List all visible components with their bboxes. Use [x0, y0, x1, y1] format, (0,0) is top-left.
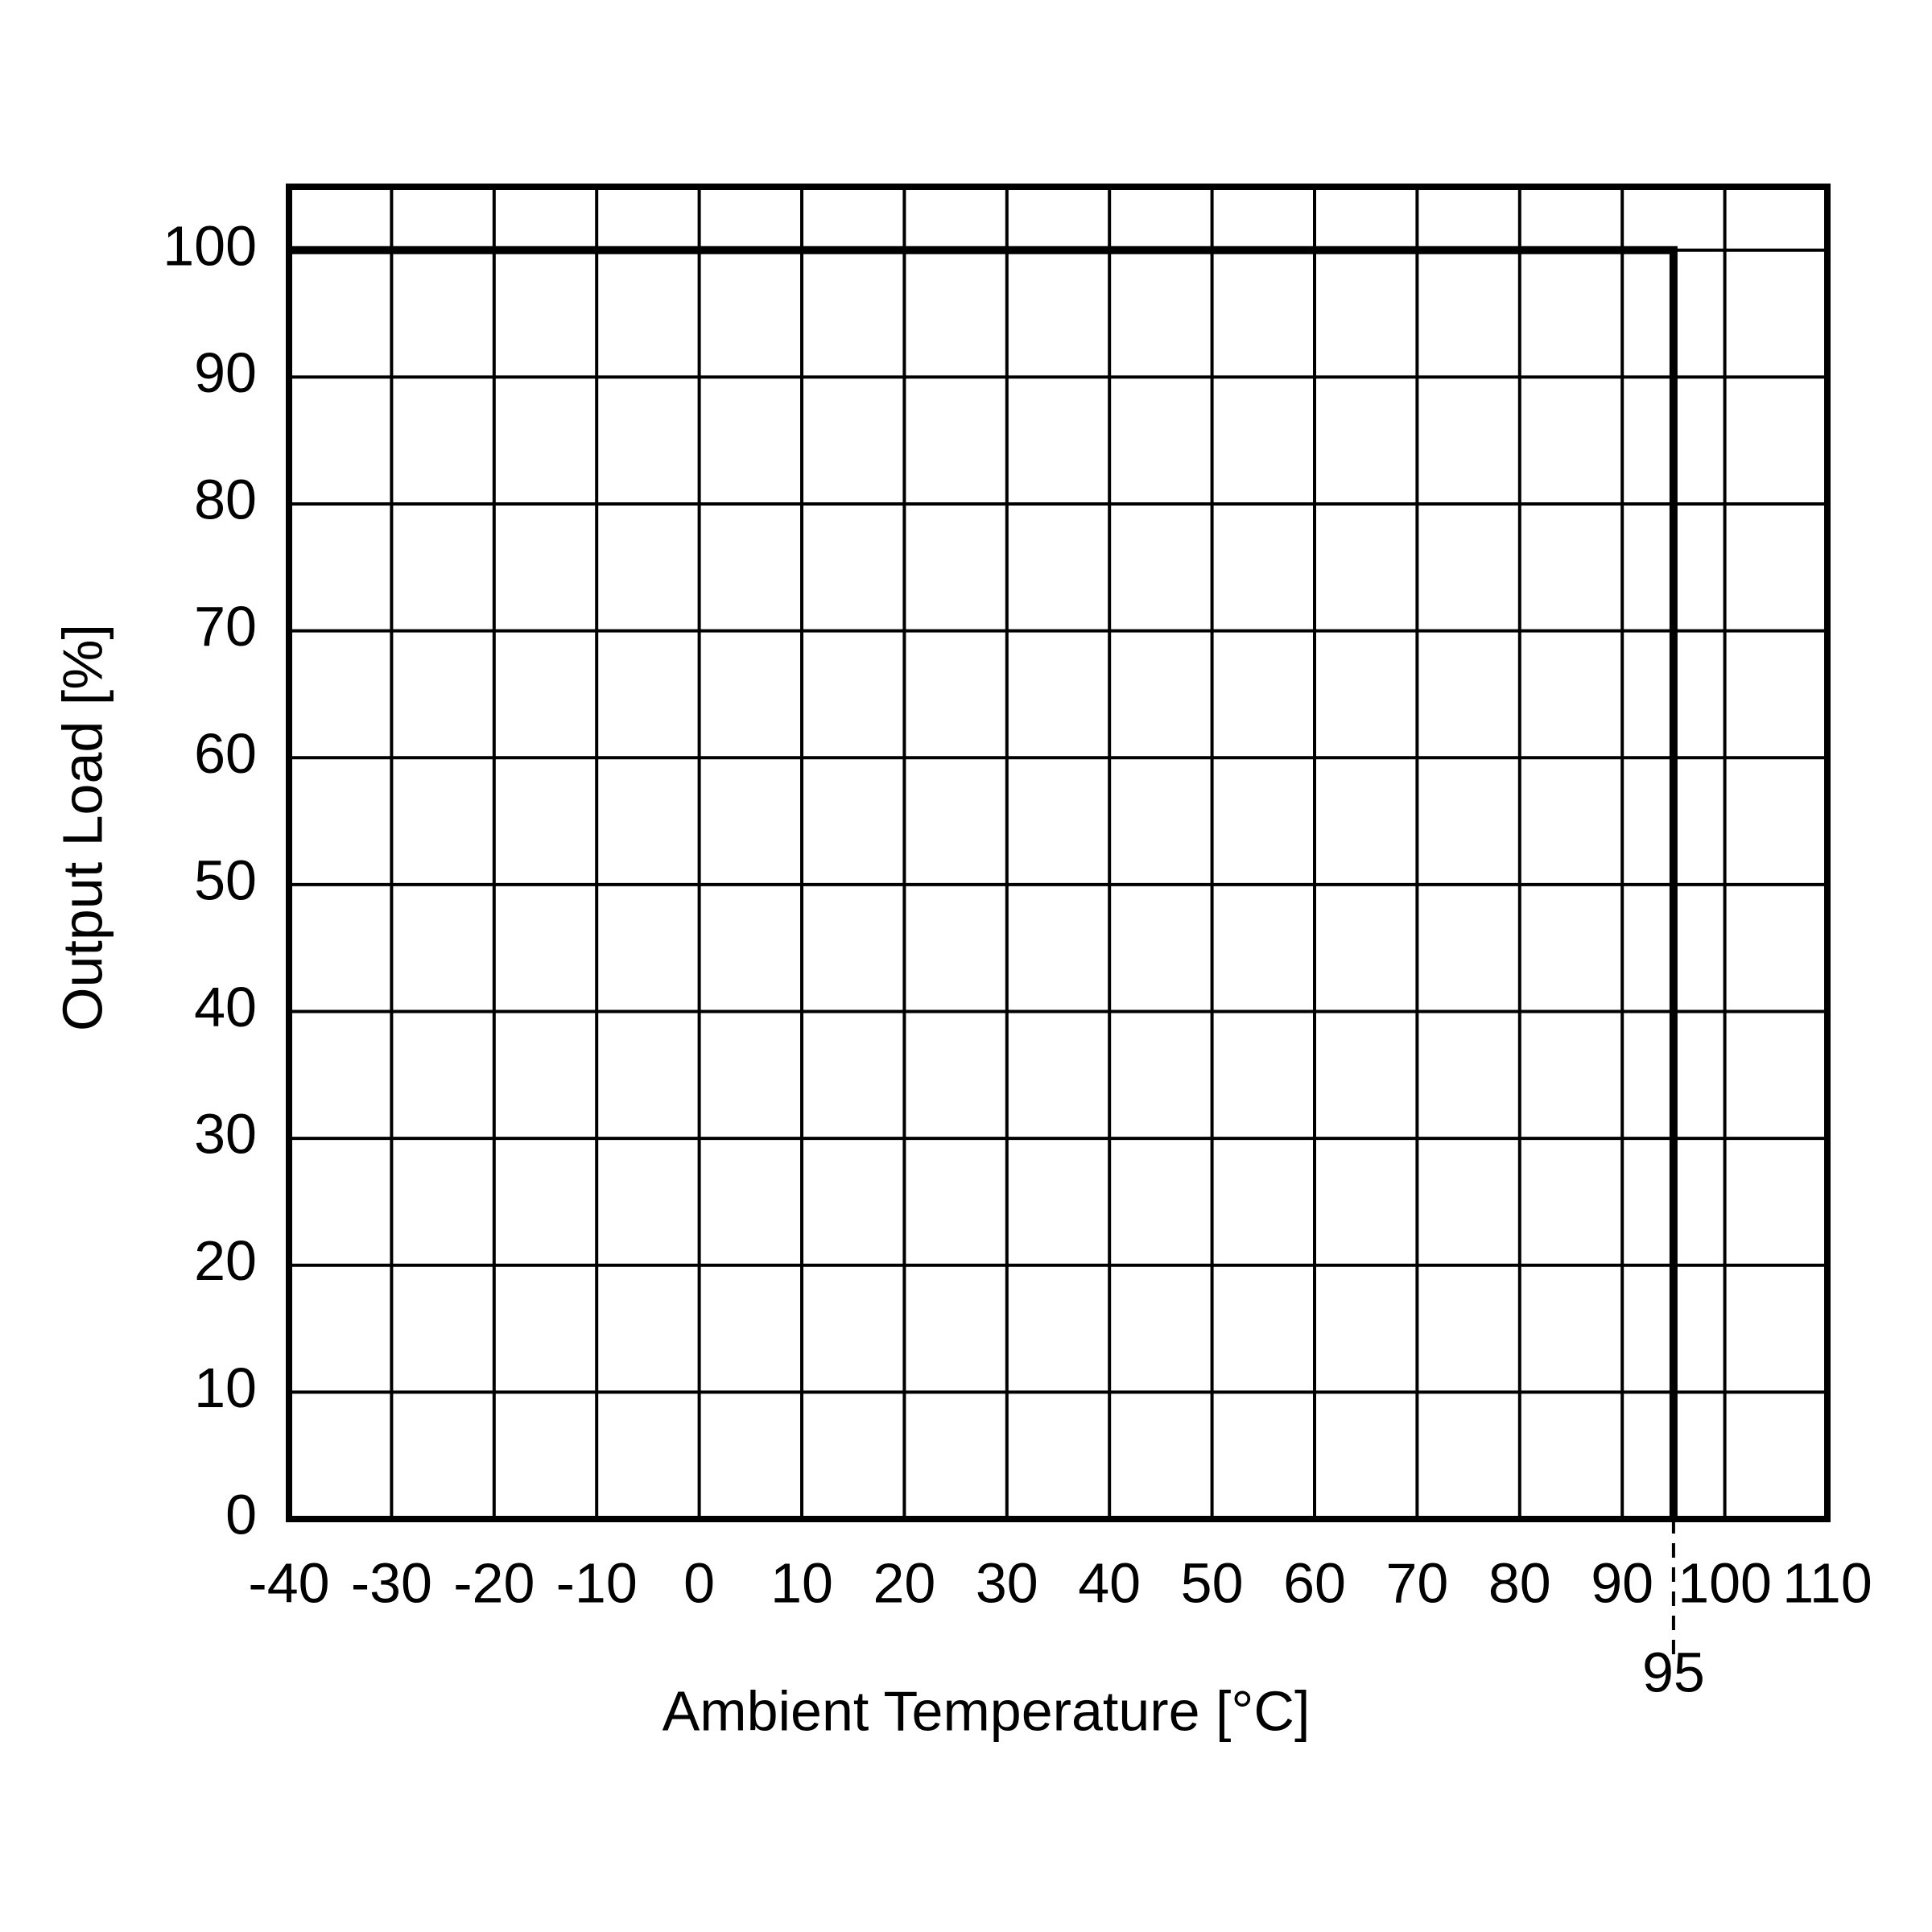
- y-tick-label: 90: [194, 341, 257, 404]
- y-tick-label: 50: [194, 848, 257, 911]
- x-tick-label: -30: [351, 1551, 432, 1614]
- derating-line: [289, 246, 1678, 1519]
- x-tick-label: 30: [976, 1551, 1038, 1614]
- y-tick-label: 60: [194, 722, 257, 785]
- x-tick-label: 60: [1283, 1551, 1346, 1614]
- y-tick-label: 80: [194, 469, 257, 531]
- x-tick-label: 0: [683, 1551, 715, 1614]
- x-tick-label: 40: [1078, 1551, 1141, 1614]
- y-tick-label: 20: [194, 1229, 257, 1292]
- y-tick-label: 100: [163, 214, 257, 277]
- y-tick-label: 70: [194, 595, 257, 658]
- x-tick-label: 10: [770, 1551, 833, 1614]
- x-tick-label: 80: [1488, 1551, 1551, 1614]
- x-tick-label: 90: [1591, 1551, 1653, 1614]
- x-tick-label: -40: [248, 1551, 329, 1614]
- x-tick-label: 70: [1385, 1551, 1448, 1614]
- y-tick-label: 30: [194, 1103, 257, 1166]
- y-tick-label: 10: [194, 1356, 257, 1419]
- x-tick-label: -20: [453, 1551, 535, 1614]
- x-tick-label: -10: [556, 1551, 638, 1614]
- x-tick-label: 20: [873, 1551, 935, 1614]
- x-tick-label: 50: [1181, 1551, 1244, 1614]
- annotation-label: 95: [1642, 1641, 1705, 1703]
- plot-border: [286, 184, 1831, 1522]
- y-tick-label: 40: [194, 976, 257, 1038]
- x-axis-label: Ambient Temperature [°C]: [663, 1679, 1311, 1742]
- y-axis-label: Output Load [%]: [51, 624, 114, 1031]
- x-tick-label: 100: [1678, 1551, 1772, 1614]
- y-tick-label: 0: [225, 1483, 257, 1546]
- x-tick-label: 110: [1782, 1551, 1872, 1614]
